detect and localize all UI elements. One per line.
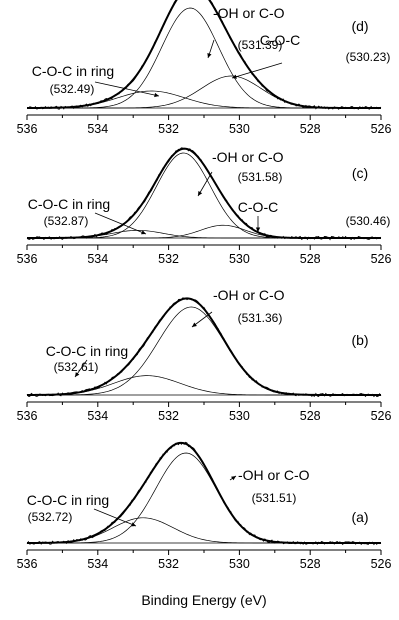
panel-label: (a)	[351, 509, 368, 525]
peak-annotation-label: C-O-C in ring	[27, 492, 109, 508]
x-tick-label: 530	[229, 252, 250, 266]
peak-annotation-value: (532.72)	[28, 510, 73, 524]
x-tick-label: 534	[87, 557, 108, 571]
annotation-arrowhead	[255, 227, 261, 232]
peak-annotation-label: C-O-C	[238, 199, 278, 215]
x-tick-label: 530	[229, 557, 250, 571]
peak-annotation-value: (530.23)	[346, 50, 391, 64]
peak-annotation-value: (531.36)	[238, 311, 283, 325]
x-tick-label: 526	[371, 409, 392, 423]
x-tick-label: 532	[158, 122, 179, 136]
peak-annotation-label: C-O-C in ring	[46, 343, 128, 359]
annotation-arrowhead	[141, 230, 146, 235]
panel-c: 536 534 532 530 528 526 (c) -OH or C-O (531.58) C…	[17, 147, 392, 266]
annotation-pointer	[231, 62, 283, 79]
fit-envelope	[27, 297, 381, 396]
panel-label: (b)	[351, 332, 368, 348]
x-tick-label: 536	[17, 122, 38, 136]
peak-annotation-label: -OH or C-O	[213, 5, 285, 21]
peak-annotation-label: -OH or C-O	[212, 149, 284, 165]
panels-group: 536 534 532 530 528 526(d)-OH or C-O(531.39)C…	[17, 0, 392, 571]
x-axis-title: Binding Energy (eV)	[141, 592, 266, 608]
peak-annotation-value: (530.46)	[346, 214, 391, 228]
panel-b: 536 534 532 530 528 526 (b) -OH or C-O (531.36) C…	[17, 287, 392, 423]
x-tick-label: 532	[158, 252, 179, 266]
x-tick-label: 528	[300, 122, 321, 136]
panel-a: 536 534 532 530 528 526 (a) -OH or C-O (531.51) C…	[17, 441, 392, 571]
peak-annotation-label: C-O-C in ring	[32, 63, 114, 79]
x-tick-label: 528	[300, 557, 321, 571]
x-tick-label: 528	[300, 409, 321, 423]
x-tick-label: 526	[371, 122, 392, 136]
panel-label: (c)	[352, 165, 368, 181]
x-tick-label: 534	[87, 409, 108, 423]
annotation-arrowhead	[232, 74, 237, 79]
peak-annotation-label: C-O-C	[260, 32, 300, 48]
fit-envelope	[26, 441, 381, 544]
panel-d: 536 534 532 530 528 526(d)-OH or C-O(531.39)C…	[17, 0, 392, 136]
annotation-arrowhead	[207, 53, 212, 58]
fit-envelope	[27, 147, 381, 239]
annotation-arrowhead	[131, 522, 136, 527]
annotation-arrowhead	[75, 372, 80, 377]
annotation-arrowhead	[198, 191, 203, 196]
annotation-arrowhead	[231, 476, 236, 481]
annotation-pointer	[197, 171, 213, 197]
x-tick-label: 532	[158, 409, 179, 423]
x-tick-label: 536	[17, 409, 38, 423]
x-tick-label: 528	[300, 252, 321, 266]
x-tick-label: 534	[87, 122, 108, 136]
x-tick-label: 536	[17, 557, 38, 571]
peak-annotation-value: (531.39)	[238, 38, 283, 52]
peak-annotation-value: (531.51)	[252, 491, 297, 505]
peak-annotation-value: (532.87)	[44, 214, 89, 228]
annotation-arrowhead	[192, 322, 197, 327]
x-tick-label: 530	[229, 409, 250, 423]
peak-annotation-value: (531.58)	[238, 170, 283, 184]
peak-annotation-label: -OH or C-O	[238, 467, 310, 483]
peak-annotation-value: (532.49)	[50, 82, 95, 96]
panel-label: (d)	[351, 18, 368, 34]
raw-spectrum	[26, 297, 382, 398]
x-tick-label: 532	[158, 557, 179, 571]
x-tick-label: 530	[229, 122, 250, 136]
x-tick-label: 526	[371, 252, 392, 266]
x-tick-label: 534	[87, 252, 108, 266]
annotation-arrowhead	[154, 92, 159, 98]
peak-annotation-label: -OH or C-O	[213, 287, 285, 303]
x-tick-label: 526	[371, 557, 392, 571]
annotation-pointer	[93, 508, 137, 527]
x-tick-label: 536	[17, 252, 38, 266]
peak-annotation-label: C-O-C in ring	[28, 196, 110, 212]
peak-annotation-value: (532.61)	[54, 360, 99, 374]
fit-envelope	[26, 0, 381, 109]
annotation-pointer	[94, 212, 147, 235]
annotation-pointer	[94, 81, 160, 97]
